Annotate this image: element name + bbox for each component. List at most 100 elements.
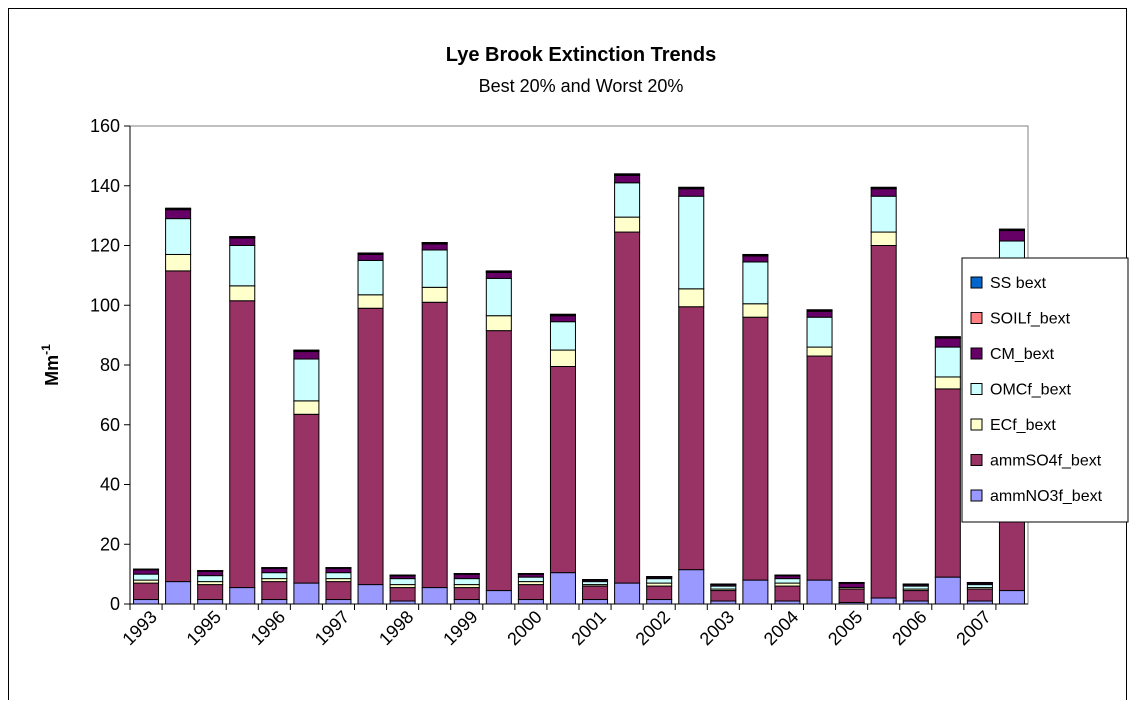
bar-segment — [870, 231, 897, 246]
bar-segment — [742, 579, 769, 605]
legend-swatch — [970, 454, 983, 466]
bar-segment — [710, 583, 737, 585]
bar-segment — [197, 584, 224, 601]
bar-segment — [678, 306, 705, 571]
bar-segment — [133, 599, 160, 605]
bar-segment — [806, 316, 833, 348]
bar-segment — [485, 271, 512, 279]
bar-segment — [389, 574, 416, 577]
bar-segment — [261, 567, 288, 569]
bar-segment — [742, 255, 769, 263]
bar-segment — [133, 582, 160, 601]
x-tick-label: 2000 — [503, 607, 545, 649]
bar-segment — [165, 209, 192, 220]
bar-segment — [678, 288, 705, 308]
bar-segment — [806, 310, 833, 318]
bar-segment — [614, 582, 641, 605]
bar-segment — [614, 173, 641, 175]
bar-segment — [453, 578, 480, 586]
legend-label: ammSO4f_bext — [990, 453, 1102, 470]
bar-segment — [614, 182, 641, 218]
y-tick-label: 160 — [90, 116, 120, 136]
legend-box — [961, 257, 1129, 523]
bar-segment — [549, 315, 576, 323]
bar-segment — [582, 599, 609, 605]
bar-segment — [517, 576, 544, 583]
bar-segment — [293, 582, 320, 605]
bar-segment — [293, 400, 320, 415]
bar-segment — [646, 585, 673, 601]
bar-segment — [453, 587, 480, 601]
bar-segment — [421, 242, 448, 244]
legend-label: ECf_bext — [990, 417, 1056, 434]
bar-segment — [485, 270, 512, 272]
bar-segment — [229, 236, 256, 238]
bar-segment — [421, 286, 448, 303]
bar-segment — [646, 576, 673, 578]
bar-segment — [998, 228, 1025, 231]
y-axis-label-main: Mm — [42, 355, 62, 386]
bar-segment — [774, 585, 801, 602]
bar-segment — [261, 581, 288, 601]
bar-segment — [197, 570, 224, 572]
bar-segment — [453, 573, 480, 575]
bar-segment — [934, 337, 961, 348]
bar-segment — [197, 575, 224, 583]
bar-segment — [934, 376, 961, 390]
bar-segment — [165, 270, 192, 583]
bar-segment — [902, 583, 929, 585]
bar-segment — [517, 599, 544, 605]
bar-segment — [261, 599, 288, 605]
bar-segment — [870, 186, 897, 189]
bar-segment — [838, 588, 865, 604]
legend-swatch — [970, 489, 983, 502]
bar-segment — [133, 573, 160, 581]
bar-segment — [357, 294, 384, 309]
bar-segment — [485, 277, 512, 317]
bar-segment — [838, 581, 865, 584]
bar-segment — [870, 188, 897, 197]
x-tick-label: 1999 — [439, 607, 481, 649]
bar-segment — [870, 597, 897, 605]
bar-segment — [453, 599, 480, 605]
x-tick-label: 2001 — [567, 607, 609, 649]
x-tick-label: 1997 — [311, 607, 353, 649]
bar-segment — [806, 309, 833, 311]
bar-segment — [934, 388, 961, 578]
bar-segment — [133, 568, 160, 571]
bar-segment — [742, 253, 769, 256]
x-axis: 1993 1995 1996 1997 1998 1999 2000 2001 2002 2003… — [118, 603, 1028, 649]
bar-segment — [646, 599, 673, 605]
bar-segment — [678, 195, 705, 290]
bar-segment — [165, 581, 192, 605]
bar-segment — [614, 216, 641, 233]
y-tick-label: 60 — [100, 415, 120, 435]
x-tick-label: 2007 — [952, 607, 994, 649]
bar-segment — [582, 579, 609, 581]
bar-segment — [806, 346, 833, 357]
legend-label: SOILf_bext — [990, 311, 1071, 328]
bar-segment — [870, 195, 897, 233]
bar-segment — [389, 587, 416, 602]
x-tick-label: 2003 — [696, 607, 738, 649]
legend-swatch — [970, 347, 983, 360]
x-tick-label: 2006 — [888, 607, 930, 649]
bar-segment — [421, 301, 448, 589]
bar-segment — [421, 243, 448, 251]
y-tick-label: 80 — [100, 355, 120, 375]
bar-segment — [485, 330, 512, 592]
legend: SS bext SOILf_bext CM_bext OMCf_bext ECf_bex… — [961, 257, 1129, 523]
bar-segment — [325, 572, 352, 580]
bar-segment — [870, 245, 897, 599]
legend-label: OMCf_bext — [990, 382, 1071, 399]
legend-swatch — [970, 312, 983, 324]
bar-segment — [229, 245, 256, 287]
bar-segment — [934, 336, 961, 338]
legend-swatch — [970, 276, 983, 289]
x-tick-label: 2005 — [824, 607, 866, 649]
y-tick-label: 40 — [100, 475, 120, 495]
bar-segment — [549, 313, 576, 316]
bar-segment — [934, 576, 961, 605]
bar-segment — [293, 358, 320, 402]
x-tick-label: 1996 — [247, 607, 289, 649]
